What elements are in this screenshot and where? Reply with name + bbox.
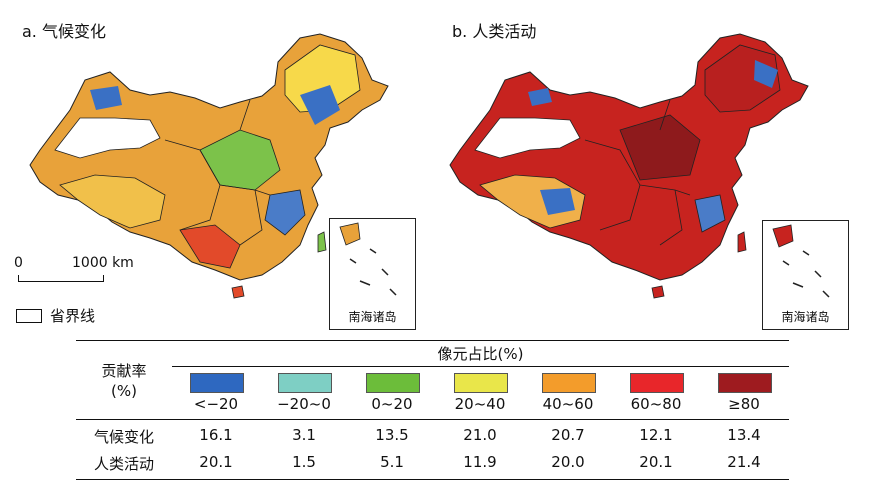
table-cell: 13.4 <box>727 426 761 444</box>
region-blue-xj <box>528 88 552 106</box>
legend-swatch <box>630 373 684 393</box>
legend-swatch <box>366 373 420 393</box>
province-lines <box>584 99 691 246</box>
region-northwest-white <box>474 117 581 159</box>
table-cell: 1.5 <box>292 453 316 471</box>
taiwan-island <box>317 231 327 253</box>
region-northeast <box>704 44 781 113</box>
region-blue-1 <box>300 85 340 125</box>
legend-swatch <box>454 373 508 393</box>
table-cell: 3.1 <box>292 426 316 444</box>
table-cell: 21.0 <box>463 426 497 444</box>
inset-map <box>772 224 830 298</box>
column-title: 像元占比(%) <box>437 345 524 363</box>
hainan-island <box>651 285 665 299</box>
region-blue-ne <box>754 60 778 88</box>
category-label: 60~80 <box>630 395 682 413</box>
boundary-legend-label: 省界线 <box>50 307 96 325</box>
china-map-human <box>449 33 809 299</box>
row-label-climate: 气候变化 <box>93 428 154 446</box>
china-map-climate <box>29 33 389 299</box>
map-panel-climate: a. 气候变化 南海诸岛 0 1000 km 省界线 <box>0 0 440 335</box>
inset-map <box>339 222 397 296</box>
row-label-human: 人类活动 <box>93 455 154 473</box>
boundary-legend: 省界线 <box>16 305 95 326</box>
row-header-line2: (%) <box>111 382 137 400</box>
region-blue-2 <box>90 86 122 110</box>
region-south-red <box>179 224 241 269</box>
category-label: 40~60 <box>542 395 594 413</box>
row-header-line1: 贡献率 <box>101 362 147 380</box>
contribution-table: 贡献率 (%) 像元占比(%) <−20 −20~0 0~20 20~40 40~60 6… <box>76 340 789 482</box>
map-panel-human: b. 人类活动 南海诸岛 <box>440 0 887 335</box>
category-label: ≥80 <box>728 395 760 413</box>
region-east-blue <box>264 189 306 236</box>
table-cell: 16.1 <box>199 426 233 444</box>
inset-south-china-sea: 南海诸岛 <box>762 220 849 330</box>
region-tibet <box>59 174 166 229</box>
table-rule-mid <box>76 419 789 420</box>
boundary-legend-box <box>16 308 42 323</box>
province-lines <box>164 99 271 246</box>
table-cell: 20.1 <box>639 453 673 471</box>
legend-swatch <box>542 373 596 393</box>
table-cell: 20.7 <box>551 426 585 444</box>
table-cell: 11.9 <box>463 453 497 471</box>
category-label: −20~0 <box>277 395 331 413</box>
taiwan-island <box>737 231 747 253</box>
region-tibet <box>479 174 586 229</box>
region-dark-red-north <box>619 114 701 181</box>
category-label: 20~40 <box>454 395 506 413</box>
region-southeast-blue <box>694 194 726 233</box>
legend-swatch <box>278 373 332 393</box>
region-blue-west <box>540 188 575 215</box>
table-cell: 13.5 <box>375 426 409 444</box>
table-rule-top <box>76 340 789 341</box>
region-northwest-white <box>54 117 161 159</box>
category-label: 0~20 <box>371 395 413 413</box>
table-cell: 12.1 <box>639 426 673 444</box>
hainan-island <box>231 285 245 299</box>
table-cell: 5.1 <box>380 453 404 471</box>
table-cell: 21.4 <box>727 453 761 471</box>
panel-title-climate: a. 气候变化 <box>22 22 106 41</box>
inset-label: 南海诸岛 <box>348 310 397 324</box>
scale-bar-line <box>18 275 104 282</box>
scale-right-label: 1000 km <box>72 255 134 271</box>
table-cell: 20.1 <box>199 453 233 471</box>
table-rule-bottom <box>76 479 789 480</box>
legend-swatch <box>190 373 244 393</box>
inset-label: 南海诸岛 <box>781 310 830 324</box>
scale-bar: 0 1000 km <box>14 255 154 291</box>
scale-left-label: 0 <box>14 255 23 271</box>
panel-title-human: b. 人类活动 <box>452 22 537 41</box>
table-cell: 20.0 <box>551 453 585 471</box>
table-rule-sub <box>172 366 789 367</box>
inset-south-china-sea: 南海诸岛 <box>329 218 416 330</box>
category-label: <−20 <box>193 395 239 413</box>
legend-swatch <box>718 373 772 393</box>
